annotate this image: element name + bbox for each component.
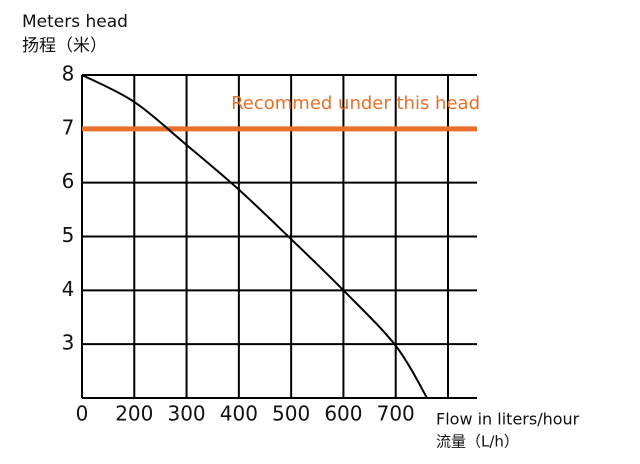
curve (81, 74, 428, 399)
x-tick-label: 300 (167, 402, 205, 426)
x-tick-label: 400 (220, 402, 258, 426)
reference-label: Recommed under this head (231, 93, 480, 114)
x-tick-label: 600 (324, 402, 362, 426)
y-tick-label: 3 (62, 331, 75, 355)
x-tick-label: 500 (272, 402, 310, 426)
y-tick-label: 5 (62, 223, 75, 247)
x-axis-title: Flow in liters/hour (436, 410, 580, 429)
y-tick-label: 8 (62, 62, 75, 86)
y-tick-label: 7 (62, 115, 75, 139)
y-axis-title: Meters head (22, 12, 128, 32)
x-axis-title-cn: 流量（L/h） (436, 433, 519, 451)
y-tick-label: 4 (62, 277, 75, 301)
x-tick-label: 200 (115, 402, 153, 426)
x-tick-label: 700 (377, 402, 415, 426)
origin-label: 0 (76, 402, 89, 426)
y-axis-title-cn: 扬程（米） (22, 36, 107, 56)
y-tick-label: 6 (62, 169, 75, 193)
